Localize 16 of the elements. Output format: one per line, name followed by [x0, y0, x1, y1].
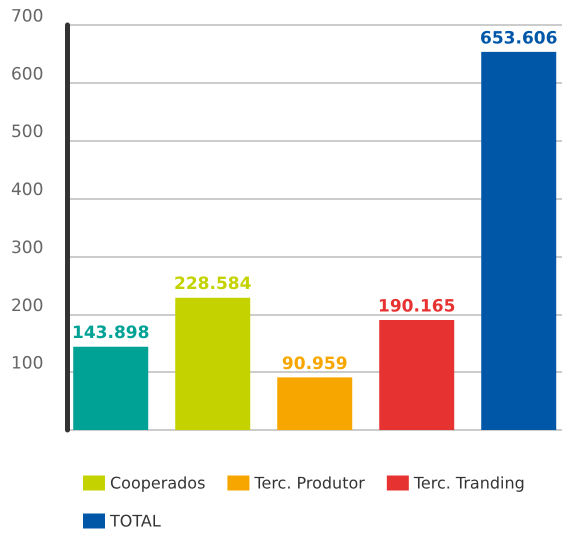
y-tick-label: 200	[10, 296, 44, 316]
data-label: 653.606	[480, 28, 558, 48]
y-tick-label: 600	[10, 64, 44, 84]
data-label: 143.898	[72, 323, 150, 344]
y-tick-label: 100	[10, 354, 44, 374]
legend-label: Cooperados	[110, 474, 206, 492]
data-label: 90.959	[282, 354, 348, 374]
data-label: 190.165	[378, 296, 456, 316]
legend-label: TOTAL	[109, 512, 161, 530]
y-tick-label: 300	[10, 238, 44, 258]
legend-label: Terc. Tranding	[412, 474, 525, 492]
y-tick-label: 700	[10, 6, 44, 26]
legend-label: Terc. Produtor	[253, 474, 366, 492]
y-tick-label: 400	[10, 180, 44, 200]
data-label: 228.584	[174, 274, 252, 294]
y-tick-label: 500	[10, 122, 44, 142]
